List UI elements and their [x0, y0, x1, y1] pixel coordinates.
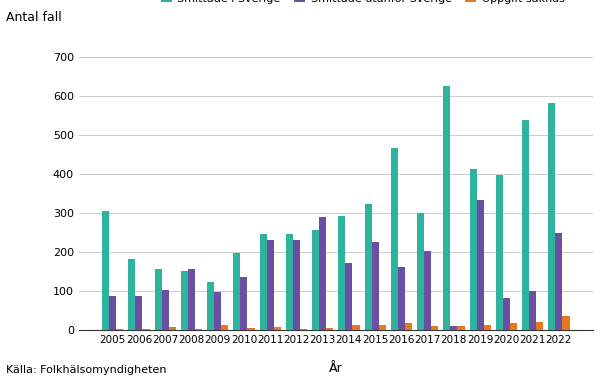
Bar — [457, 326, 465, 330]
Bar — [319, 218, 326, 330]
Bar — [169, 327, 176, 330]
Bar — [503, 298, 510, 330]
Bar — [102, 211, 109, 330]
Bar — [234, 252, 240, 330]
Bar — [195, 329, 202, 330]
Bar — [424, 251, 431, 330]
Bar — [136, 296, 142, 330]
Bar — [522, 121, 529, 330]
Bar — [128, 259, 136, 330]
Bar — [221, 325, 228, 330]
Bar — [267, 240, 273, 330]
Bar — [300, 329, 307, 330]
Bar — [391, 149, 398, 330]
Bar — [214, 291, 221, 330]
Bar — [379, 326, 386, 330]
Bar — [345, 263, 353, 330]
Bar — [405, 323, 412, 330]
Bar — [536, 322, 543, 330]
Bar — [548, 103, 555, 330]
Bar — [555, 233, 563, 330]
Bar — [286, 234, 293, 330]
Bar — [431, 326, 438, 330]
Bar — [207, 282, 214, 330]
Bar — [477, 199, 483, 330]
Bar — [417, 213, 424, 330]
Bar — [154, 269, 162, 330]
Bar — [312, 230, 319, 330]
Bar — [353, 325, 359, 330]
Bar — [273, 327, 281, 330]
Bar — [529, 291, 536, 330]
Text: Källa: Folkhälsomyndigheten: Källa: Folkhälsomyndigheten — [6, 365, 166, 375]
Bar — [483, 325, 491, 330]
Text: År: År — [329, 362, 342, 375]
Bar — [510, 323, 517, 330]
Bar — [371, 243, 379, 330]
Text: Antal fall: Antal fall — [6, 11, 62, 24]
Bar — [450, 326, 457, 330]
Bar — [142, 329, 149, 330]
Bar — [260, 234, 267, 330]
Bar — [338, 216, 345, 330]
Bar — [162, 290, 169, 330]
Bar — [109, 296, 116, 330]
Bar — [563, 316, 569, 330]
Bar — [181, 271, 188, 330]
Bar — [293, 240, 300, 330]
Bar — [247, 328, 255, 330]
Bar — [365, 204, 371, 330]
Bar — [326, 328, 333, 330]
Bar — [188, 269, 195, 330]
Legend: Smittade i Sverige, Smittade utanför Sverige, Uppgift saknas: Smittade i Sverige, Smittade utanför Sve… — [156, 0, 569, 8]
Bar — [469, 169, 477, 330]
Bar — [495, 175, 503, 330]
Bar — [240, 277, 247, 330]
Bar — [443, 86, 450, 330]
Bar — [398, 267, 405, 330]
Bar — [116, 329, 123, 330]
